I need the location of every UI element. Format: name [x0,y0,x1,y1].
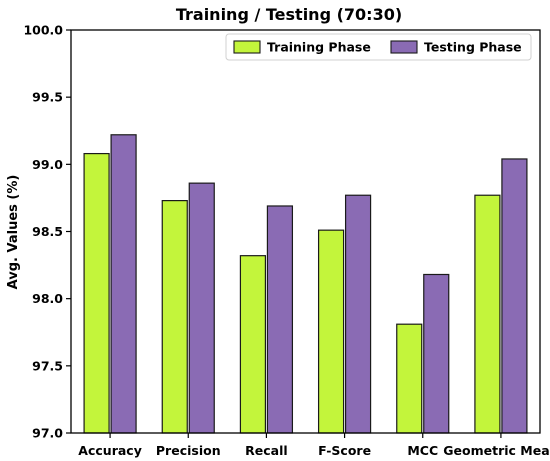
legend-label: Training Phase [267,40,371,55]
y-tick-label: 97.0 [32,426,63,441]
testing-bar-recall [266,205,294,434]
x-tick-label: MCC [407,443,438,458]
y-tick-label: 99.0 [32,157,63,172]
testing-bar-accuracy [110,134,137,434]
x-tick-label: Accuracy [78,443,142,458]
y-tick-label: 97.5 [32,358,63,373]
chart-title: Training / Testing (70:30) [176,5,402,24]
y-tick-label: 98.0 [32,291,63,306]
training-bar-precision [161,200,188,434]
training-bar-f-score [317,229,345,434]
training-bar-accuracy [83,152,110,434]
plot-frame [70,29,541,434]
x-tick-label: Recall [245,443,288,458]
y-tick-label: 98.5 [32,224,63,239]
training-bar-geometric-mean [474,194,501,434]
y-axis-ticks: 97.0 97.5 98.0 98.5 99.0 99.5 100.0 [23,23,71,441]
legend-label: Testing Phase [424,40,522,55]
testing-bar-f-score [344,194,372,434]
testing-bar-geometric-mean [501,158,528,434]
legend-swatch [233,40,261,54]
bar-marks [83,134,528,434]
legend-box [225,33,532,61]
training-bar-recall [239,255,267,434]
training-bar-mcc [396,323,423,434]
x-tick-label: Precision [156,443,221,458]
y-tick-label: 99.5 [32,90,63,105]
legend: Training Phase Testing Phase [225,33,532,61]
x-axis-ticks: Accuracy Precision Recall F-Score MCC Geometr… [78,433,550,458]
testing-bar-precision [188,182,215,434]
y-tick-label: 100.0 [23,23,63,38]
x-tick-label: F-Score [318,443,371,458]
y-axis-label: Avg. Values (%) [6,175,21,290]
legend-swatch [390,40,418,54]
testing-bar-mcc [423,273,450,434]
x-tick-label: Geometric Mean [443,443,550,458]
